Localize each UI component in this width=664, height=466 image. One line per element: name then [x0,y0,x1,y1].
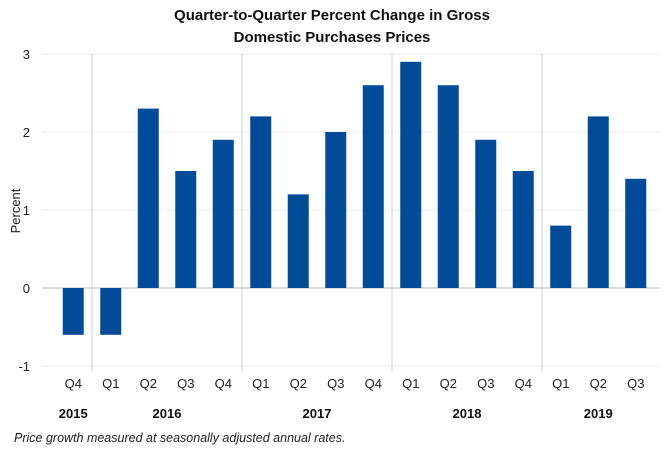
bar [437,85,459,288]
x-tick-label: Q2 [440,376,457,391]
bar [212,139,234,288]
year-label: 2016 [153,406,182,421]
y-axis-label: Percent [8,188,23,233]
year-label: 2019 [584,406,613,421]
bar [62,288,84,335]
x-tick-label: Q1 [252,376,269,391]
chart-title-line-2: Domestic Purchases Prices [234,29,431,46]
bar [175,171,197,288]
bar [475,139,497,288]
bar [512,171,534,288]
bar [287,194,309,288]
y-tick-label: 3 [23,47,30,62]
bar [137,108,159,288]
x-tick-label: Q2 [140,376,157,391]
x-tick-label: Q3 [627,376,644,391]
x-tick-label: Q4 [65,376,82,391]
x-tick-label: Q1 [102,376,119,391]
x-tick-label: Q1 [552,376,569,391]
bar [362,85,384,288]
bar [550,225,572,288]
y-tick-label: -1 [18,359,30,374]
bar [587,116,609,289]
bar [625,178,647,288]
bar [250,116,272,289]
y-tick-label: 1 [23,203,30,218]
x-tick-label: Q4 [215,376,232,391]
year-label: 2018 [453,406,482,421]
bar [400,61,422,288]
x-tick-label: Q4 [515,376,532,391]
x-tick-label: Q3 [177,376,194,391]
y-tick-label: 0 [23,281,30,296]
x-tick-label: Q3 [327,376,344,391]
year-label: 2015 [59,406,88,421]
x-tick-label: Q2 [590,376,607,391]
chart-title-line-1: Quarter-to-Quarter Percent Change in Gro… [174,7,490,24]
footnote: Price growth measured at seasonally adju… [14,431,345,445]
bar [100,288,122,335]
year-label: 2017 [303,406,332,421]
x-tick-label: Q2 [290,376,307,391]
x-tick-label: Q1 [402,376,419,391]
bar [325,132,347,288]
x-tick-label: Q3 [477,376,494,391]
x-tick-label: Q4 [365,376,382,391]
y-tick-label: 2 [23,125,30,140]
